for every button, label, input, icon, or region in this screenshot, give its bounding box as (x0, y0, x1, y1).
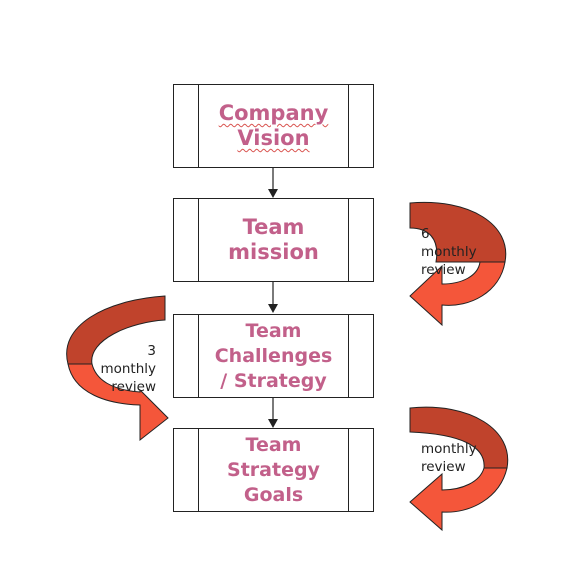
box-right-divider (348, 199, 349, 281)
connector-mission-to-challenges (268, 282, 278, 313)
challenges-line-2: Challenges (214, 344, 333, 367)
review-word-review: review (421, 459, 466, 475)
review-number: 6 (421, 226, 430, 242)
team-mission-box: Team mission (173, 198, 374, 282)
team-challenges-label: Team Challenges / Strategy (200, 315, 347, 397)
review-note-right-bottom: monthly review (421, 440, 477, 476)
challenges-line-1: Team (245, 319, 302, 342)
challenges-line-3: / Strategy (220, 369, 327, 392)
mission-line-1: Team (242, 215, 305, 239)
connector-challenges-to-goals (268, 398, 278, 428)
review-note-left: 3 monthly review (88, 342, 156, 396)
review-word-monthly: monthly (421, 244, 477, 260)
box-right-divider (348, 315, 349, 397)
curved-arrow-left (66, 295, 169, 442)
goals-line-1: Team (245, 433, 302, 456)
review-word-review: review (111, 379, 156, 395)
box-left-divider (198, 85, 199, 167)
box-right-divider (348, 429, 349, 511)
review-number: 3 (147, 343, 156, 359)
goals-line-3: Goals (243, 483, 304, 506)
curved-arrow-right-bottom (409, 406, 509, 532)
company-vision-label: Company Vision (200, 85, 347, 167)
vision-line-2: Vision (237, 126, 310, 150)
box-right-divider (348, 85, 349, 167)
curved-arrow-right-top (409, 201, 507, 327)
vision-line-1: Company (218, 101, 329, 125)
review-word-monthly: monthly (100, 361, 156, 377)
review-word-monthly: monthly (421, 441, 477, 457)
company-vision-box: Company Vision (173, 84, 374, 168)
team-goals-box: Team Strategy Goals (173, 428, 374, 512)
box-left-divider (198, 199, 199, 281)
review-word-review: review (421, 262, 466, 278)
box-left-divider (198, 429, 199, 511)
box-left-divider (198, 315, 199, 397)
team-challenges-box: Team Challenges / Strategy (173, 314, 374, 398)
goals-line-2: Strategy (227, 458, 320, 481)
review-note-right-top: 6 monthly review (421, 225, 477, 279)
team-mission-label: Team mission (200, 199, 347, 281)
team-goals-label: Team Strategy Goals (200, 429, 347, 511)
connector-vision-to-mission (268, 168, 278, 198)
mission-line-2: mission (228, 240, 319, 264)
